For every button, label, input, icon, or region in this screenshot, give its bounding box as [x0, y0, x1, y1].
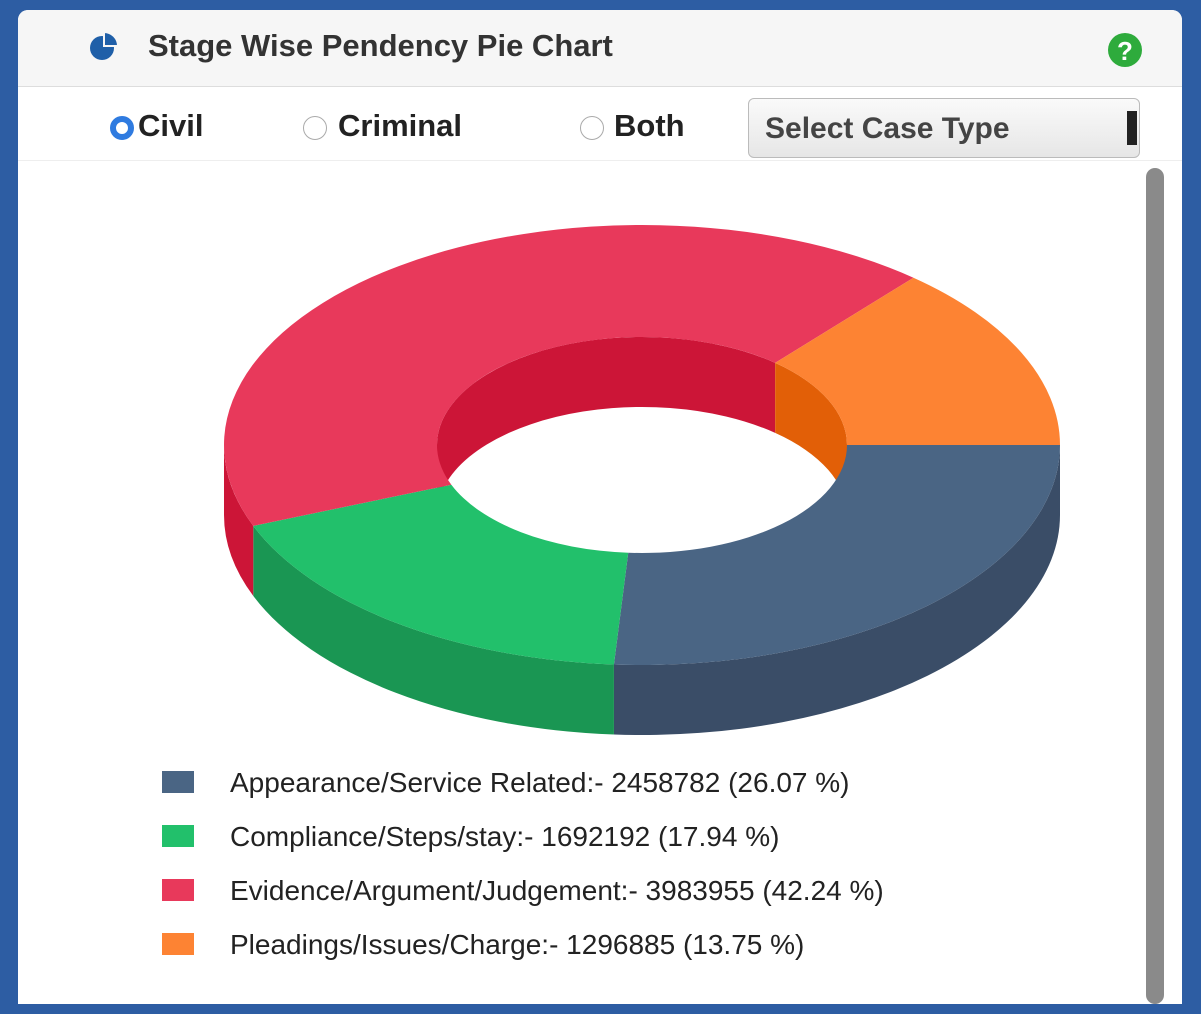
radio-button[interactable]: [580, 116, 604, 140]
case-type-select[interactable]: Select Case Type: [748, 98, 1140, 158]
slice-top: [253, 484, 629, 665]
radio-button[interactable]: [303, 116, 327, 140]
slice-inner-side: [775, 362, 847, 515]
slice-inner-side: [437, 337, 776, 515]
slice-top: [775, 277, 1060, 445]
help-icon-glyph[interactable]: ?: [1117, 36, 1133, 66]
legend-swatch: [162, 825, 194, 847]
help-icon[interactable]: [1108, 33, 1142, 67]
legend-label: Evidence/Argument/Judgement:- 3983955 (4…: [230, 875, 884, 906]
widget-header: ? Stage Wise Pendency Pie Chart: [18, 10, 1182, 87]
slice-outer-side: [224, 445, 254, 596]
chart: Appearance/Service Related:- 2458782 (26…: [162, 168, 1164, 1004]
select-arrow[interactable]: [1127, 111, 1137, 145]
legend-label: Appearance/Service Related:- 2458782 (26…: [230, 767, 850, 798]
radio-label[interactable]: Both: [614, 108, 685, 143]
widget-panel: ? Stage Wise Pendency Pie Chart Civil Cri…: [18, 10, 1182, 1004]
legend-swatch: [162, 933, 194, 955]
radio-label[interactable]: Civil: [138, 108, 204, 143]
header-icons: ?: [90, 30, 1142, 67]
radio-button[interactable]: [110, 116, 134, 140]
slice-top: [613, 445, 1060, 665]
slice-top: [223, 225, 914, 526]
select-text[interactable]: Select Case Type: [765, 112, 1010, 145]
legend-swatch: [162, 879, 194, 901]
slice-outer-side: [253, 525, 614, 735]
slice-outer-side: [613, 445, 1060, 735]
radio-label[interactable]: Criminal: [338, 108, 463, 143]
scrollbar[interactable]: [1146, 168, 1164, 1004]
widget-title: Stage Wise Pendency Pie Chart: [148, 28, 613, 63]
legend-label: Pleadings/Issues/Charge:- 1296885 (13.75…: [230, 929, 804, 960]
pie-icon-slice: [103, 30, 120, 47]
legend-swatch: [162, 771, 194, 793]
legend-label: Compliance/Steps/stay:- 1692192 (17.94 %…: [230, 821, 779, 852]
radio-row: Civil Criminal Both: [18, 88, 1182, 161]
